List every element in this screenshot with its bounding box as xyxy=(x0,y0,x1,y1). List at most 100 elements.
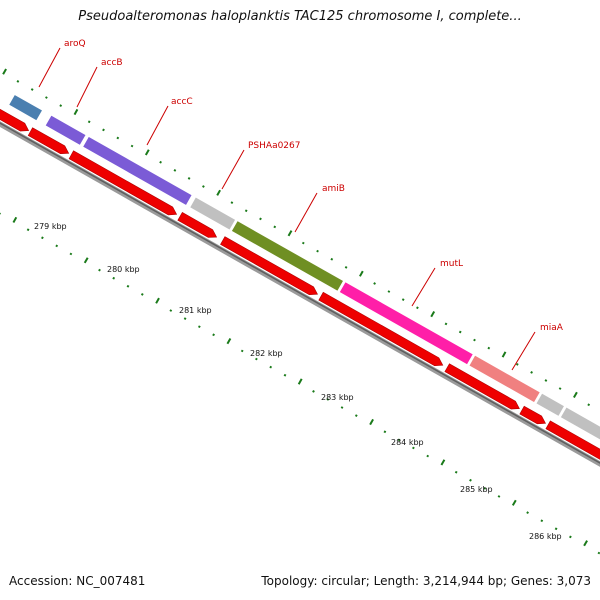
ruler-tick xyxy=(597,551,600,555)
gene-track[interactable] xyxy=(8,93,600,475)
gene-bar[interactable] xyxy=(8,93,44,122)
ruler-tick xyxy=(412,446,415,450)
cds-arrow[interactable] xyxy=(27,127,70,155)
ruler-tick xyxy=(112,276,116,280)
ruler-tick xyxy=(287,230,293,237)
gene-label[interactable]: mutL xyxy=(440,259,463,269)
cds-arrow[interactable] xyxy=(177,211,218,238)
ruler-label: 282 kbp xyxy=(250,349,283,358)
ruler-tick xyxy=(430,311,436,318)
ruler-label: 286 kbp xyxy=(529,532,562,541)
ruler-tick xyxy=(440,459,446,466)
cds-arrow[interactable] xyxy=(519,405,546,425)
ruler-tick xyxy=(230,201,234,205)
ruler-tick xyxy=(212,333,215,337)
ruler-tick xyxy=(359,270,364,277)
cds-arrow[interactable] xyxy=(68,150,178,216)
ruler-tick xyxy=(116,136,120,140)
ruler-tick xyxy=(544,379,548,382)
ruler-tick xyxy=(273,225,277,229)
ruler-tick xyxy=(558,387,562,390)
gene-label[interactable]: PSHAa0267 xyxy=(248,141,300,151)
ruler-tick xyxy=(26,228,30,232)
backbone-line-edge xyxy=(0,122,600,464)
ruler-tick xyxy=(540,519,544,523)
ruler-tick xyxy=(397,438,401,442)
ruler-labels: 279 kbp 280 kbp 281 kbp 282 kbp 283 kbp 284 k… xyxy=(34,222,562,541)
ruler-tick xyxy=(530,371,533,374)
gene-label[interactable]: miaA xyxy=(540,323,564,333)
gene-callout-line xyxy=(511,331,536,371)
gene-bar[interactable] xyxy=(230,220,345,292)
cds-arrow[interactable] xyxy=(444,363,520,410)
ruler-tick xyxy=(297,378,303,385)
gene-callout-line xyxy=(411,267,436,307)
ruler-tick xyxy=(340,406,344,409)
ruler-tick xyxy=(444,322,448,326)
gene-label[interactable]: aroQ xyxy=(64,39,86,49)
ruler-tick xyxy=(554,527,558,531)
ruler-tick xyxy=(69,252,73,256)
ruler-tick xyxy=(198,325,201,329)
gene-label[interactable]: accB xyxy=(101,58,123,68)
ruler-label: 285 kbp xyxy=(460,485,493,494)
gene-bar[interactable] xyxy=(82,135,193,207)
ruler-tick xyxy=(169,309,173,312)
ruler-label: 284 kbp xyxy=(391,438,424,447)
ruler-tick xyxy=(383,430,387,434)
ruler-tick xyxy=(469,478,472,482)
ruler-tick xyxy=(202,185,205,188)
gene-bar[interactable] xyxy=(468,354,541,404)
gene-callout-line xyxy=(221,149,245,190)
gene-label[interactable]: accC xyxy=(171,97,193,107)
ruler-tick xyxy=(45,96,48,99)
cds-arrow[interactable] xyxy=(0,97,30,132)
ruler-label: 281 kbp xyxy=(179,306,212,315)
accession-text: Accession: NC_007481 xyxy=(9,574,146,588)
ruler-tick xyxy=(316,249,319,253)
ruler-tick xyxy=(41,236,44,240)
gene-bar[interactable] xyxy=(189,196,237,231)
ruler-tick xyxy=(497,495,501,498)
ruler-tick xyxy=(269,365,273,369)
ruler-tick xyxy=(2,68,7,75)
ruler-tick xyxy=(511,499,517,506)
ruler-tick xyxy=(312,390,315,393)
cds-arrow[interactable] xyxy=(318,291,444,367)
gene-callout-line xyxy=(146,105,169,146)
ruler-tick xyxy=(244,209,248,213)
ruler-label: 283 kbp xyxy=(321,393,354,402)
ruler-tick xyxy=(30,88,34,91)
cds-arrow[interactable] xyxy=(220,236,318,296)
ruler-tick xyxy=(501,351,507,358)
backbone-line xyxy=(0,121,600,467)
ruler-tick xyxy=(354,414,358,418)
ruler-tick xyxy=(426,454,430,458)
ruler-tick xyxy=(330,257,334,261)
ruler-tick xyxy=(573,391,578,398)
ruler-tick xyxy=(83,257,89,264)
ruler-tick xyxy=(587,403,591,407)
topology-summary: Topology: circular; Length: 3,214,944 bp… xyxy=(261,574,591,588)
ruler-tick xyxy=(283,373,287,377)
ruler-tick xyxy=(102,128,105,132)
gene-bar[interactable] xyxy=(535,392,566,417)
ruler-tick xyxy=(55,244,59,248)
ruler-tick xyxy=(301,241,305,245)
ruler-tick xyxy=(59,104,63,108)
ruler-tick xyxy=(12,216,18,223)
ruler-ticks xyxy=(0,68,600,555)
ruler-tick xyxy=(126,284,130,288)
ruler-tick xyxy=(16,80,20,83)
gene-callout-line xyxy=(38,47,61,88)
gene-label[interactable]: amiB xyxy=(322,184,345,194)
cds-arrow[interactable] xyxy=(545,420,600,486)
ruler-tick xyxy=(487,346,491,350)
ruler-tick xyxy=(216,189,221,196)
ruler-tick xyxy=(416,306,419,310)
gene-bar[interactable] xyxy=(338,281,474,366)
gene-bar[interactable] xyxy=(44,114,87,146)
gene-bar[interactable] xyxy=(559,406,600,475)
cds-track[interactable] xyxy=(0,97,600,486)
